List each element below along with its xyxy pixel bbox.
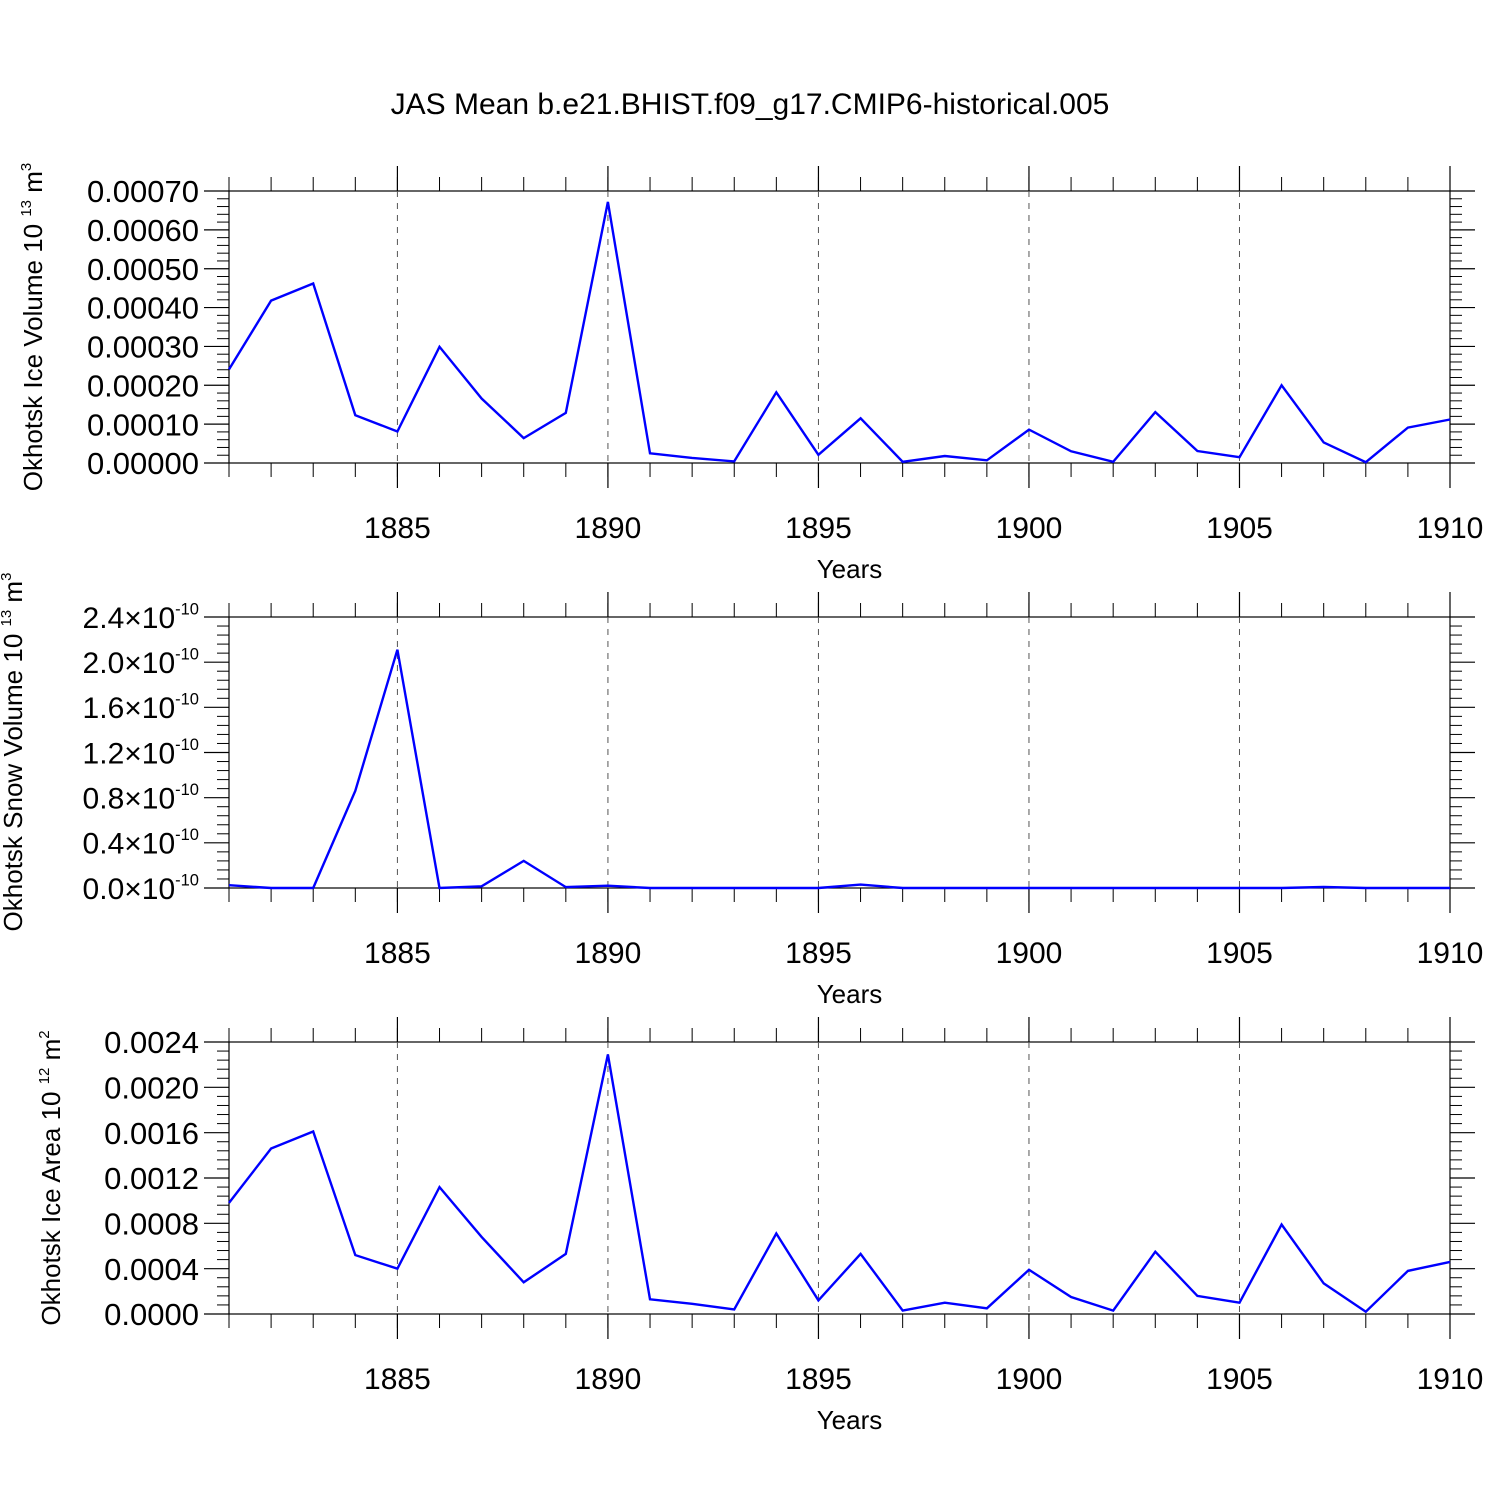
plot-frame [228,1041,1451,1315]
x-tick-label: 1905 [1206,1363,1273,1396]
y-tick-label: 0.0008 [104,1206,199,1241]
chart-panel-2: 0.0×10-10 0.4×10-10 0.8×10-10 1.2×10-10 1.6×… [0,573,1483,1009]
y-axis-label-unit-exponent: 3 [18,163,35,171]
x-tick-label: 1890 [575,1363,642,1396]
y-tick-exponent: -10 [175,736,199,754]
y-tick-label: 0.00020 [87,368,199,403]
x-tick-label: 1895 [785,1363,852,1396]
y-tick-label: 0.0012 [104,1161,199,1196]
plot-frame [228,616,1451,889]
y-axis-label: Okhotsk Ice Area 10 12 m2 [36,1030,66,1325]
x-tick-label: 1895 [785,512,852,545]
x-tick-label: 1900 [996,1363,1063,1396]
y-tick-label: 0.00030 [87,330,199,365]
chart-panel-3: 0.0000 0.0004 0.0008 0.0012 0.0016 0.0020 0.00… [36,1017,1483,1435]
x-tick-label: 1885 [364,512,431,545]
x-tick-label: 1905 [1206,512,1273,545]
y-tick-label: 0.00000 [87,446,199,481]
x-tick-label: 1900 [996,512,1063,545]
x-tick-label: 1900 [996,937,1063,970]
y-tick-exponent: -10 [175,826,199,844]
series-line [228,1054,1451,1314]
x-tick-label: 1910 [1417,1363,1484,1396]
y-axis-label-exponent: 12 [36,1068,53,1085]
y-tick-label: 0.00010 [87,407,199,442]
plot-frame [228,190,1451,464]
y-tick-label: 0.0000 [104,1297,199,1332]
y-axis-label-unit-exponent: 2 [36,1030,53,1038]
y-tick-label: 0.0×10-10 [83,871,199,906]
y-tick-exponent: -10 [175,691,199,709]
x-axis-label: Years [817,1405,883,1435]
x-tick-label: 1905 [1206,937,1273,970]
y-tick-exponent: -10 [175,871,199,889]
y-tick-label: 0.0024 [104,1025,199,1060]
y-axis-label-exponent: 13 [18,200,35,217]
y-tick-label: 1.6×10-10 [83,691,199,726]
y-tick-exponent: -10 [175,600,199,618]
y-tick-label: 0.00040 [87,291,199,326]
y-tick-label: 0.0016 [104,1116,199,1151]
y-tick-label: 1.2×10-10 [83,736,199,771]
y-tick-label: 2.4×10-10 [83,600,199,635]
y-axis-label-exponent: 13 [0,610,15,627]
x-tick-label: 1885 [364,937,431,970]
series-line [227,201,1451,464]
y-tick-label: 0.00060 [87,213,199,248]
y-tick-label: 0.0004 [104,1252,199,1287]
x-tick-label: 1885 [364,1363,431,1396]
x-axis-label: Years [817,554,883,584]
y-axis-label-unit-exponent: 3 [0,573,15,581]
y-tick-label: 0.00050 [87,252,199,287]
x-tick-label: 1910 [1417,512,1484,545]
y-tick-exponent: -10 [175,781,199,799]
y-tick-label: 0.0020 [104,1070,199,1105]
series-line [228,649,1450,890]
x-tick-label: 1890 [575,937,642,970]
y-axis-label: Okhotsk Ice Volume 10 13 m3 [18,163,48,492]
y-tick-label: 0.8×10-10 [83,781,199,816]
x-tick-label: 1910 [1417,937,1484,970]
y-axis-label: Okhotsk Snow Volume 10 13 m3 [0,573,28,932]
y-tick-label: 2.0×10-10 [83,645,199,680]
x-tick-label: 1895 [785,937,852,970]
figure-title: JAS Mean b.e21.BHIST.f09_g17.CMIP6-histo… [390,88,1110,121]
y-tick-label: 0.4×10-10 [83,826,199,861]
y-tick-label: 0.00070 [87,174,199,209]
x-axis-label: Years [817,979,883,1009]
y-tick-exponent: -10 [175,645,199,663]
x-tick-label: 1890 [575,512,642,545]
